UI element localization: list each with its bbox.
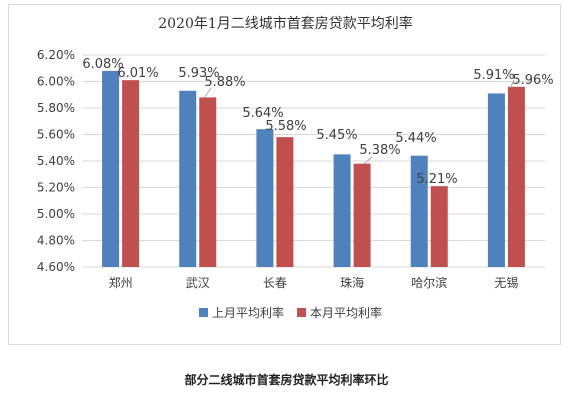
x-tick-label: 珠海 [340,275,364,290]
data-label: 5.91% [473,68,514,83]
x-tick-label: 郑州 [109,275,133,290]
y-tick-label: 4.60% [37,260,75,274]
y-tick-label: 5.20% [37,181,75,195]
bar-last-month [102,70,120,268]
legend-swatch [297,308,306,317]
leader-line [509,79,515,89]
bar-this-month [122,80,140,267]
data-label: 5.93% [178,66,219,81]
x-tick-label: 无锡 [494,275,518,290]
bar-last-month [333,154,351,267]
data-label: 5.88% [204,75,245,90]
y-tick-label: 5.00% [37,207,75,221]
data-label: 5.44% [395,131,436,146]
bar-this-month [507,86,525,267]
bar-last-month [179,90,197,268]
chart-frame: 2020年1月二线城市首套房贷款平均利率 [8,4,561,345]
bar-this-month [353,163,371,267]
data-label: 6.01% [117,66,158,81]
data-label: 5.96% [512,73,553,88]
y-tick-label: 5.60% [37,128,75,142]
chart-title: 2020年1月二线城市首套房贷款平均利率 [158,16,413,32]
bar-this-month [276,137,294,267]
y-tick-label: 4.80% [37,234,75,248]
figure-caption: 部分二线城市首套房贷款平均利率环比 [184,373,389,387]
data-label: 5.21% [416,172,457,187]
y-tick-label: 6.20% [37,48,75,62]
x-tick-label: 武汉 [186,276,210,290]
data-label: 5.38% [359,143,400,158]
leader-line [203,87,212,99]
bar-this-month [430,186,448,267]
legend-label: 本月平均利率 [310,305,382,320]
bar-last-month [487,93,505,267]
legend-label: 上月平均利率 [212,305,284,320]
y-tick-label: 5.80% [37,101,75,115]
leader-line [363,156,373,165]
bar-this-month [199,97,217,268]
bar-last-month [256,129,274,267]
data-label: 5.58% [265,119,306,134]
legend-swatch [199,308,208,317]
y-tick-label: 6.00% [37,75,75,89]
data-label: 6.08% [82,57,123,72]
bar-last-month [410,155,428,267]
data-label: 5.45% [316,128,357,143]
x-tick-label: 哈尔滨 [411,275,447,290]
y-tick-label: 5.40% [37,154,75,168]
data-label: 5.64% [242,106,283,121]
x-tick-label: 长春 [263,276,287,290]
